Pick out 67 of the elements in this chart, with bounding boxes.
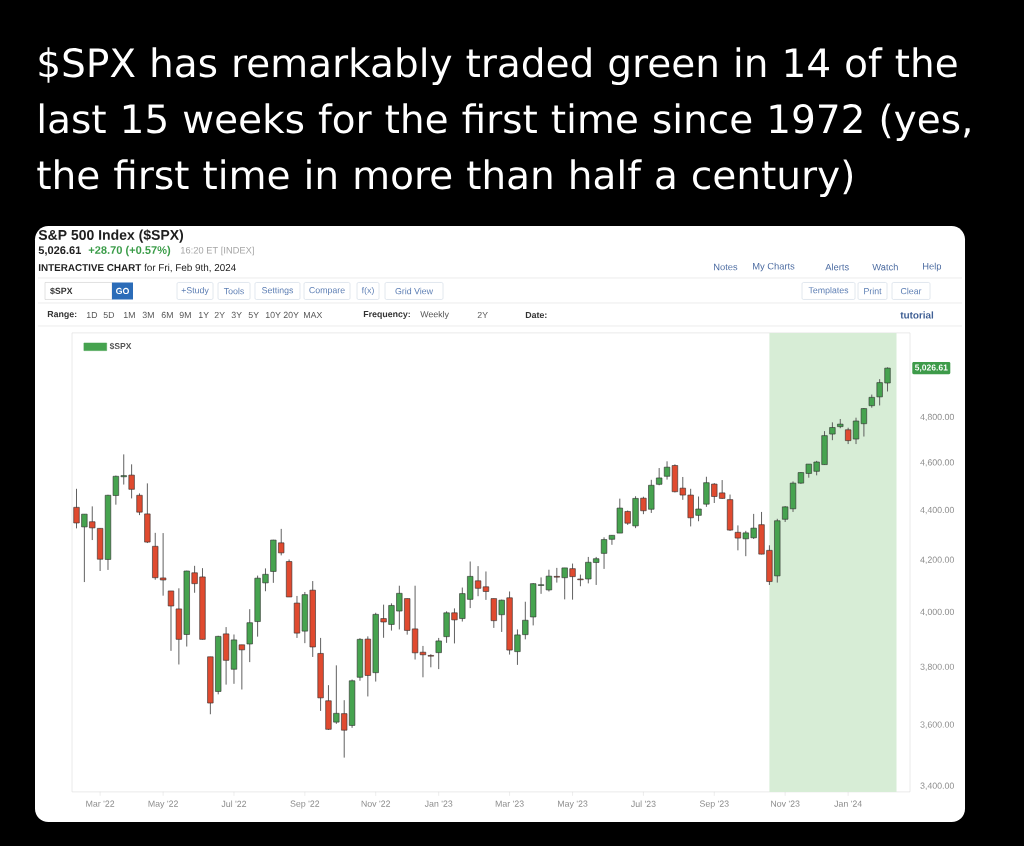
y-tick-label: 4,800.00 [920,413,954,422]
x-tick-label: Jul '22 [221,800,247,808]
text: Grid View [395,287,434,295]
text: +28.70 (+0.57%) [88,245,171,257]
text: 9M [179,311,191,319]
text: 3Y [231,311,242,319]
text: Watch [872,263,898,271]
text: 3M [142,311,154,319]
legend-label: $SPX [109,342,132,350]
text: Alerts [825,263,849,271]
x-tick-label: Jul '23 [630,800,656,808]
text: tutorial [900,311,934,319]
chart-subtitle: S&P 500 Index ($SPX) [38,229,184,243]
candlestick [427,653,434,668]
x-tick-label: May '23 [558,800,588,809]
text: Help [923,262,942,272]
x-tick-label: Nov '23 [771,800,800,807]
x-tick-label: Nov '22 [361,800,391,807]
candlestick [167,590,175,652]
y-tick-label: 3,800.00 [920,663,954,671]
text: Templates [808,286,849,296]
text: Range: [47,311,77,319]
text: 5Y [248,311,259,319]
x-tick-label: Jan '23 [424,800,453,807]
text: Date: [525,311,547,319]
text: GO [116,287,129,295]
text: Notes [714,263,738,271]
x-tick-label: Sep '22 [290,800,320,809]
x-tick-label: Jan '24 [834,800,862,807]
text: Tools [223,287,244,295]
y-tick-label: 4,200.00 [920,556,954,564]
text: Weekly [420,310,449,320]
text: Clear [900,287,922,295]
text: 1D [86,311,98,319]
text: Print [864,287,882,295]
text: 16:20 ET [INDEX] [180,246,254,256]
text: 6M [161,311,173,319]
candlestick [435,637,442,670]
text: Compare [309,287,345,295]
annotation: 5,026.61 [914,364,948,372]
x-tick-label: Sep '23 [699,800,729,809]
y-tick-label: 3,600.00 [920,721,954,729]
text: INTERACTIVE CHART for Fri, Feb 9th, 2024 [38,263,236,273]
text: +Study [181,286,209,296]
y-tick-label: 3,400.00 [920,782,954,790]
text: My Charts [753,262,795,272]
text: Frequency: [363,311,410,319]
text: 2Y [214,311,225,319]
x-tick-label: May '22 [148,800,178,809]
x-tick-label: Mar '22 [86,800,115,807]
y-tick-label: 4,600.00 [920,459,954,467]
text: 2Y [477,311,488,319]
text: 20Y [283,311,299,319]
text: f(x) [361,286,374,296]
text: MAX [304,311,323,319]
candlestick [136,492,143,516]
y-tick-label: 4,000.00 [920,608,954,617]
text: Settings [262,286,294,296]
text: 5,026.61 [38,246,82,256]
text: $SPX [50,287,73,295]
y-tick-label: 4,400.00 [920,506,954,515]
text: 10Y [265,311,281,319]
text: 1Y [198,311,209,319]
text: 1M [123,311,135,319]
chart-title: $SPX has remarkably traded green in 14 of the last 15 weeks for the first time since 1972 (yes, the first time in more than half a century) [37,47,970,198]
x-tick-label: Mar '23 [495,800,524,807]
text: 5D [103,311,115,319]
